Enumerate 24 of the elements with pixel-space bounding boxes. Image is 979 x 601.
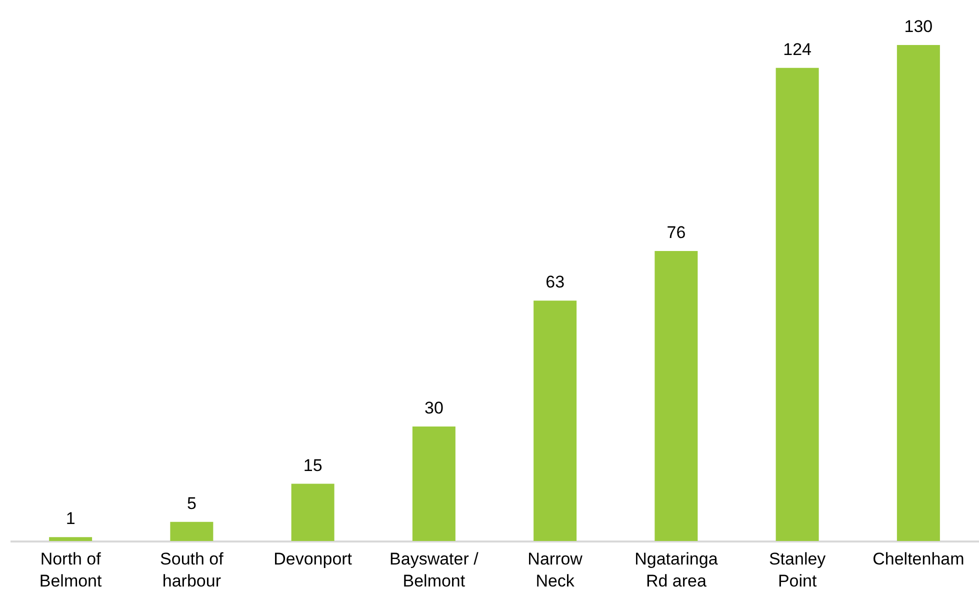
bar	[896, 45, 940, 541]
data-label: 76	[666, 223, 686, 242]
data-label: 130	[904, 17, 933, 36]
bar	[654, 251, 698, 541]
bar	[534, 300, 577, 541]
x-tick-label: Cheltenham	[872, 550, 964, 568]
data-label: 5	[186, 494, 196, 513]
bar	[776, 68, 819, 541]
x-tick-label: Bayswater / Belmont	[390, 550, 479, 590]
data-label: 1	[66, 509, 76, 528]
x-tick-label: South of harbour	[160, 550, 224, 590]
data-label: 63	[546, 272, 565, 292]
x-tick-label: Devonport	[274, 550, 352, 568]
bar	[49, 537, 92, 541]
data-label: 30	[424, 398, 444, 418]
bar	[291, 484, 334, 541]
bar	[170, 522, 214, 541]
x-tick-label: Ngataringa Rd area	[634, 550, 718, 590]
x-tick-label: Narrow Neck	[528, 550, 584, 590]
data-label: 15	[303, 456, 322, 475]
x-tick-label: North of Belmont	[39, 550, 102, 590]
data-label: 124	[783, 40, 812, 59]
bar	[412, 426, 456, 541]
x-tick-label: Stanley Point	[768, 550, 826, 590]
